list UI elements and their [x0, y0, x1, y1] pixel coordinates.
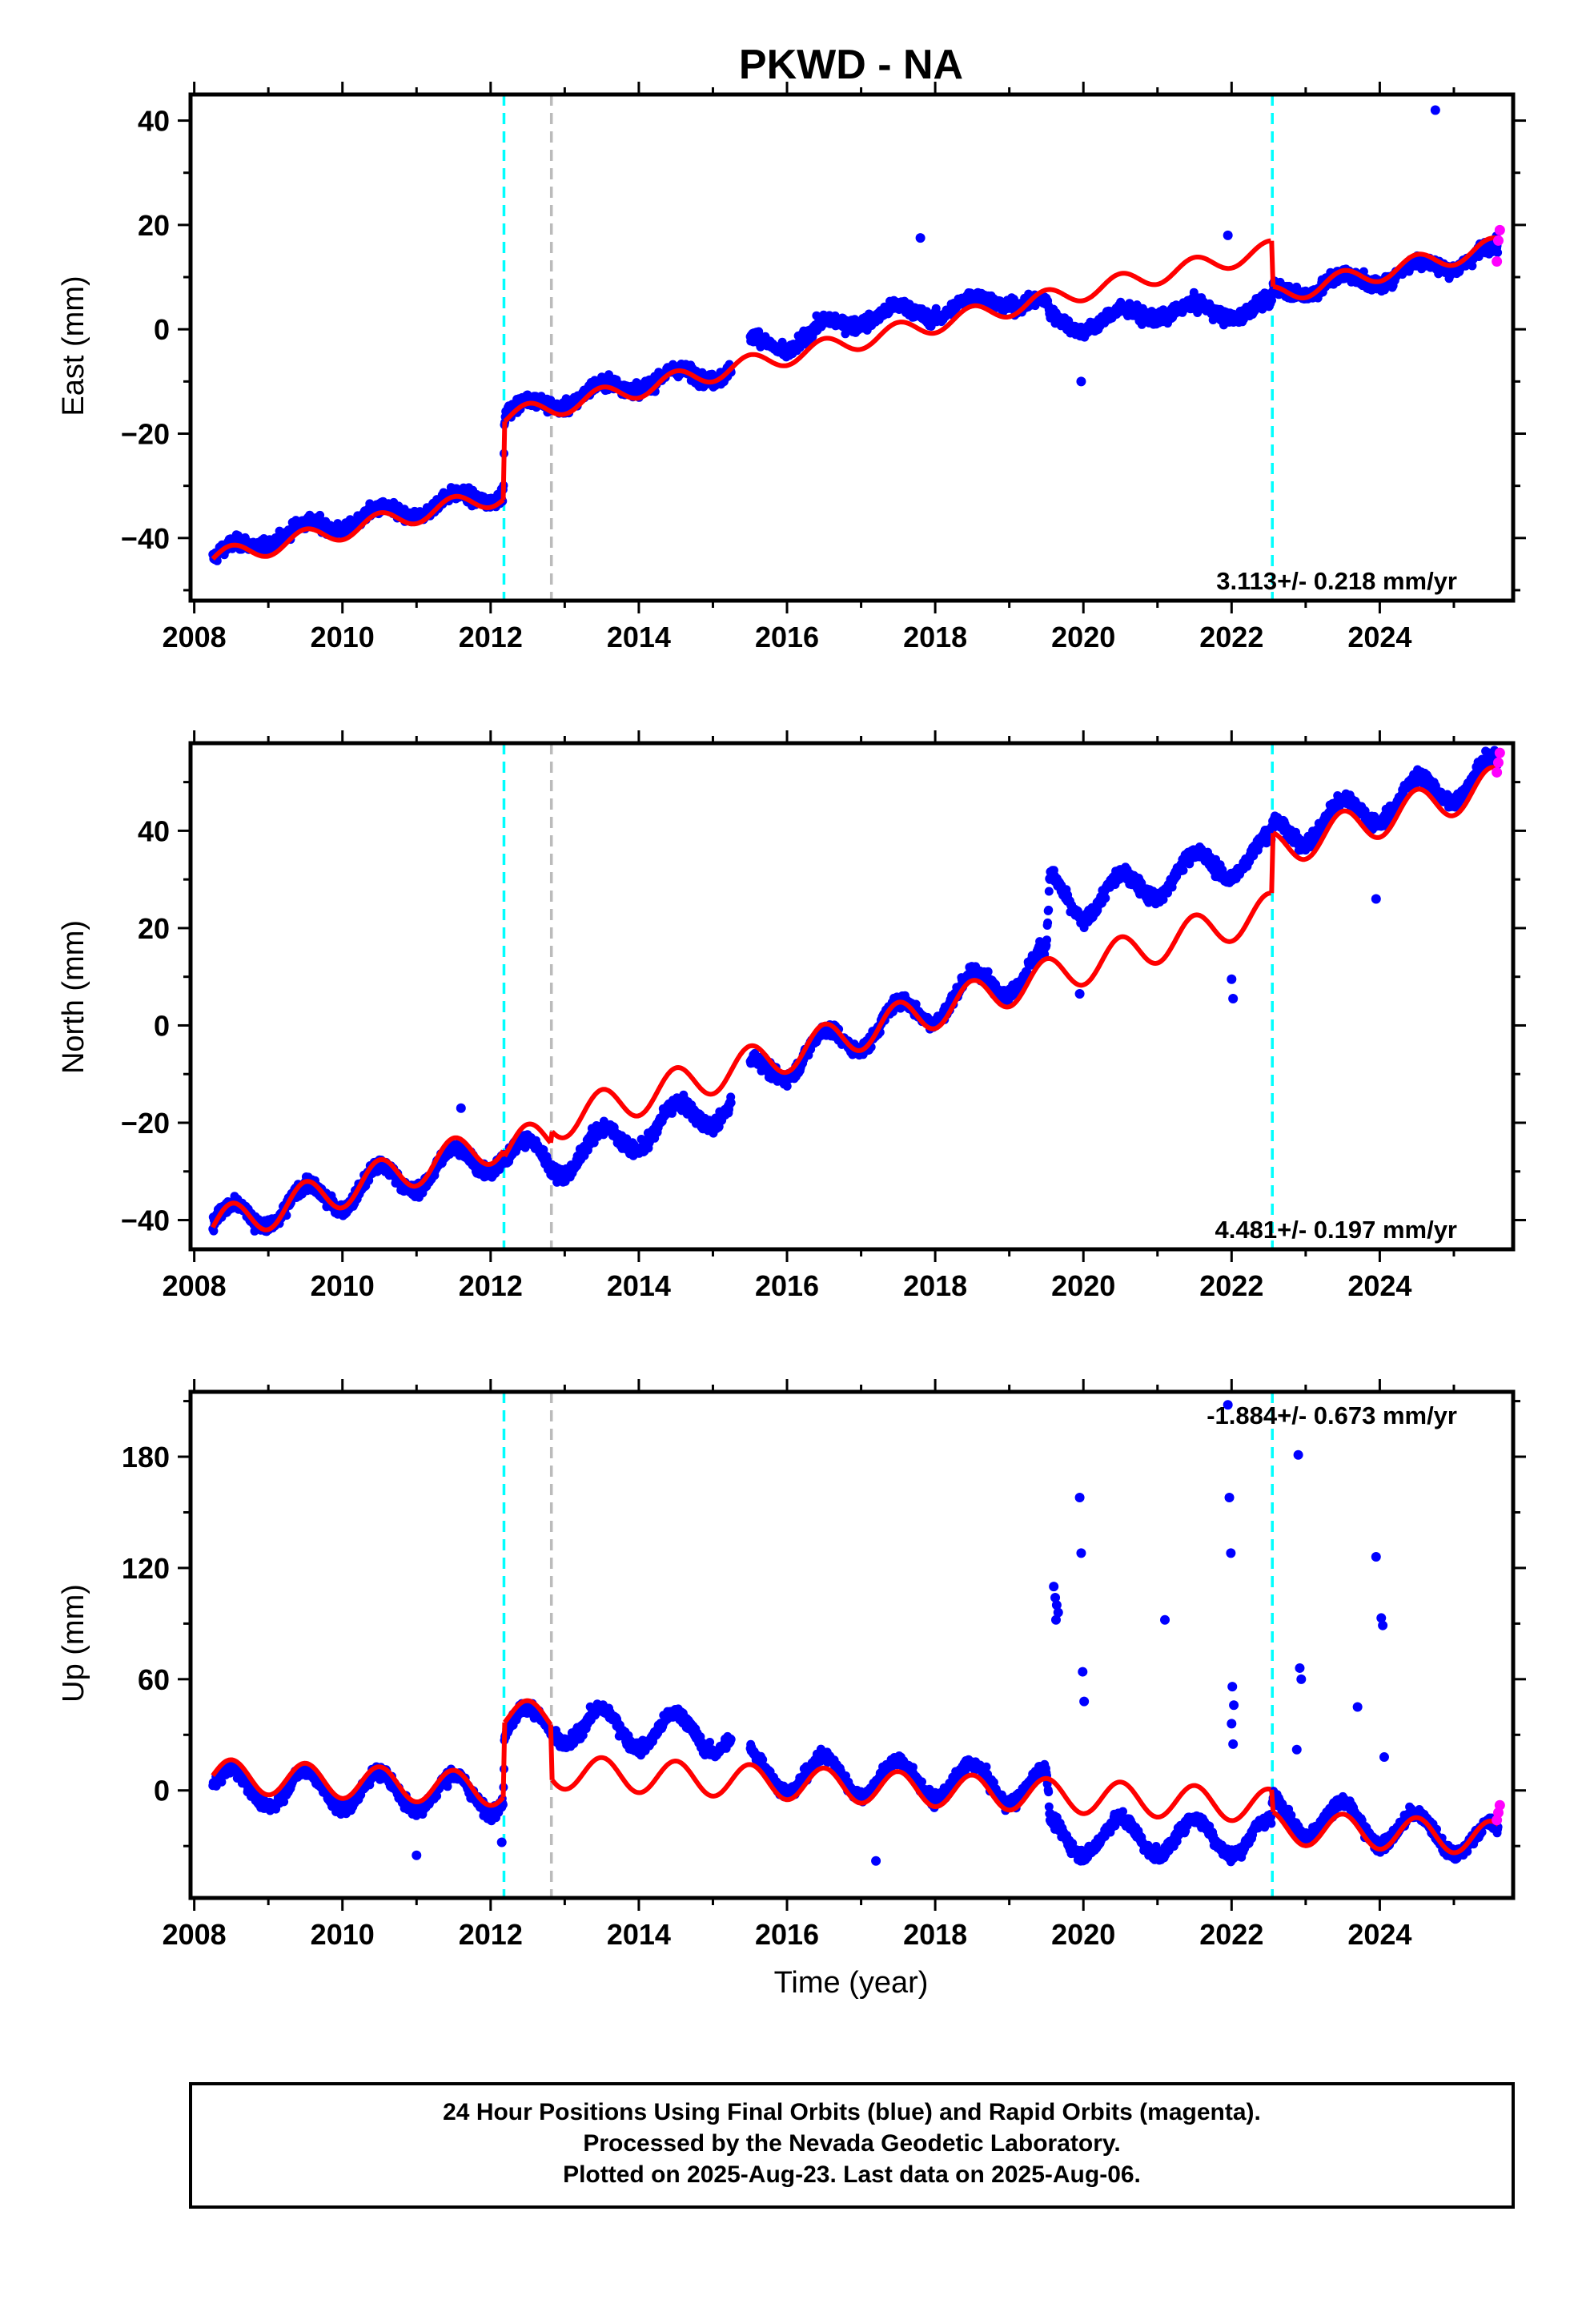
east-x-tick-label: 2018	[903, 621, 967, 653]
east-model-offset-2	[1269, 240, 1276, 287]
data-point	[1493, 247, 1503, 257]
east-rapid-orbit-point	[1492, 255, 1503, 267]
data-point	[1468, 261, 1477, 271]
east-y-tick-label: 0	[154, 313, 170, 346]
east-ylabel: East (mm)	[57, 275, 90, 416]
east-x-tick-label: 2010	[311, 621, 375, 653]
data-point	[1043, 918, 1053, 927]
north-ylabel: North (mm)	[57, 920, 90, 1074]
data-point	[539, 1145, 548, 1155]
east-model-segment-2	[1272, 235, 1500, 301]
east-model-offset-1	[500, 421, 508, 501]
east-outlier-point	[1223, 230, 1233, 240]
east-rate-label: 3.113+/- 0.218 mm/yr	[1216, 567, 1457, 595]
east-y-tick-label: 40	[138, 105, 170, 138]
east-outlier-point	[1076, 376, 1086, 387]
east-panel: East (mm) 2008 2010 2012 2014 2016 2018 2020 20…	[57, 82, 1526, 653]
data-point	[1044, 887, 1054, 896]
east-model-segment-0	[211, 493, 505, 561]
data-point	[983, 967, 993, 976]
data-point	[1042, 935, 1051, 945]
east-outlier-point	[915, 233, 926, 243]
east-rapid-orbit-point	[1494, 224, 1505, 235]
east-x-tick-label: 2024	[1347, 621, 1411, 653]
chart-title: PKWD - NA	[739, 42, 963, 88]
data-point	[1044, 905, 1054, 915]
north-panel: North (mm) 2008 2010 2012 2014 2016 2018 2020 2…	[57, 730, 1526, 1302]
east-x-tick-label: 2016	[755, 621, 819, 653]
east-final-orbit-points	[208, 231, 1503, 565]
east-x-tick-label: 2014	[607, 621, 671, 653]
north-final-orbit-points	[208, 746, 1503, 1236]
east-x-tick-label: 2012	[459, 621, 523, 653]
east-x-tick-label: 2008	[163, 621, 227, 653]
east-x-tick-label: 2022	[1199, 621, 1263, 653]
east-plot-frame	[188, 92, 1516, 603]
east-model-segment-1	[503, 238, 1271, 424]
east-outlier-point	[1430, 105, 1440, 115]
east-rapid-orbit-point	[1492, 235, 1504, 246]
east-y-tick-label: −40	[121, 522, 170, 555]
data-point	[782, 1081, 792, 1091]
east-y-tick-label: −20	[121, 418, 170, 451]
data-point	[1101, 894, 1110, 903]
east-x-tick-label: 2020	[1051, 621, 1115, 653]
east-y-tick-label: 20	[138, 209, 170, 242]
data-point	[726, 1098, 736, 1108]
